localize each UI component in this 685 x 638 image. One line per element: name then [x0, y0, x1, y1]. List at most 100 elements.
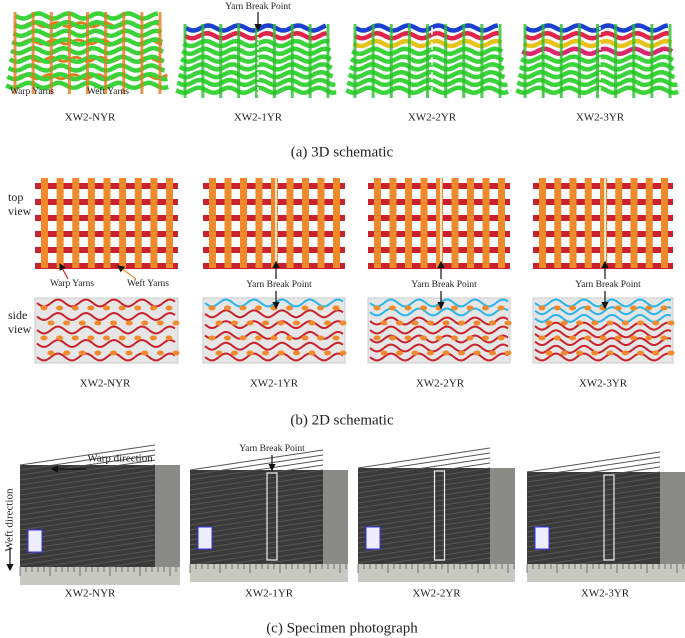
warp-bar: [119, 178, 127, 268]
weft-section: [584, 305, 592, 311]
weft-section: [308, 320, 316, 326]
weft-section: [134, 335, 142, 341]
weft-section: [569, 305, 576, 311]
text-label: XW2-3YR: [581, 588, 630, 600]
text-label: Weft Yarns: [127, 278, 169, 289]
weft-section: [473, 320, 481, 326]
weft-section: [489, 350, 496, 356]
warp-bar: [467, 178, 474, 268]
weft-section: [497, 305, 505, 311]
weave-texture: [526, 491, 661, 513]
weave-texture: [357, 542, 491, 564]
text-label: XW2-NYR: [65, 588, 116, 600]
warp-bar: [482, 178, 490, 268]
text-label: XW2-1YR: [250, 378, 299, 390]
weft-section: [87, 305, 95, 311]
ruler-bottom: [527, 564, 685, 582]
weft-section: [599, 335, 607, 341]
weft-section: [332, 305, 340, 311]
weave-texture: [357, 457, 491, 479]
weave-texture: [19, 484, 156, 506]
weft-section: [56, 335, 64, 341]
warp-bar: [87, 178, 95, 268]
yarn-wave: [369, 343, 509, 353]
weave-texture: [357, 447, 491, 469]
weft-section: [389, 335, 396, 341]
text-label: Weft direction: [4, 488, 16, 551]
weft-section: [466, 335, 474, 341]
warp-bar: [420, 178, 428, 268]
weft-section: [458, 320, 465, 326]
weave-texture: [357, 502, 491, 524]
weft-section: [71, 305, 79, 311]
weft-section: [215, 320, 223, 326]
weft-section: [652, 320, 660, 326]
side-view-label: side view: [8, 308, 32, 336]
warp-bar: [224, 178, 232, 268]
warp-bar: [405, 178, 412, 268]
text-label: XW2-3YR: [579, 378, 628, 390]
weft-section: [339, 350, 347, 356]
weft-section: [389, 305, 396, 311]
weft-section: [576, 350, 583, 356]
weft-section: [553, 335, 561, 341]
yarn-wave: [36, 352, 176, 362]
weft-section: [224, 335, 231, 341]
weft-section: [560, 350, 568, 356]
yarn-wave: [204, 341, 344, 351]
weft-section: [489, 320, 496, 326]
weft-section: [71, 335, 79, 341]
weft-section: [262, 350, 269, 356]
weft-section: [645, 335, 653, 341]
break-region: [433, 470, 446, 561]
yarn-wave: [204, 309, 344, 319]
weave-texture: [357, 507, 491, 529]
weft-section: [621, 350, 629, 356]
yarn-wave: [369, 352, 509, 362]
top-view-label: top view: [8, 190, 32, 218]
weft-section: [262, 320, 269, 326]
weft-section: [317, 335, 324, 341]
weave-texture: [189, 469, 324, 491]
weft-section: [538, 305, 546, 311]
weave-texture: [19, 459, 156, 481]
weft-section: [208, 305, 216, 311]
text-label: (c) Specimen photograph: [266, 620, 418, 636]
warp-bar: [240, 178, 247, 268]
weft-section: [78, 350, 86, 356]
weft-section: [215, 350, 223, 356]
warp-bar: [302, 178, 309, 268]
weave-texture: [19, 499, 156, 521]
weave-texture: [526, 451, 661, 473]
warp-bar: [134, 178, 142, 268]
ruler-bottom: [190, 564, 348, 582]
weft-section: [332, 335, 340, 341]
yarn-wave: [534, 352, 672, 362]
weave-texture: [526, 506, 661, 528]
weave-texture: [19, 504, 156, 526]
weave-texture: [19, 509, 156, 531]
weft-section: [103, 335, 110, 341]
weft-section: [293, 320, 300, 326]
weft-section: [156, 320, 164, 326]
weave-texture: [189, 504, 324, 526]
weft-section: [591, 320, 599, 326]
weave-texture: [19, 469, 156, 491]
weft-section: [165, 335, 173, 341]
weft-section: [442, 320, 450, 326]
text-label: Yarn Break Point: [225, 2, 291, 12]
weft-section: [652, 350, 660, 356]
weft-section: [149, 335, 157, 341]
weft-section: [435, 335, 443, 341]
weave-texture: [357, 452, 491, 474]
warp-bar: [72, 178, 80, 268]
weave-texture: [189, 539, 324, 561]
weft-section: [172, 350, 180, 356]
weft-section: [110, 320, 117, 326]
weft-section: [380, 320, 388, 326]
weave-texture: [357, 537, 491, 559]
weft-section: [293, 350, 300, 356]
yarn-wave: [36, 325, 176, 335]
warp-bar: [389, 178, 397, 268]
